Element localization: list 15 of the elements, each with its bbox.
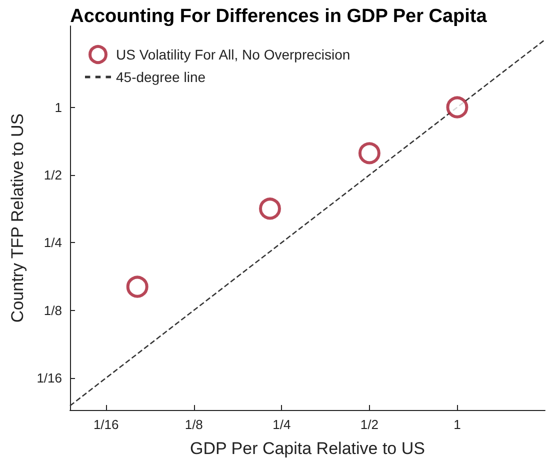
chart-title: Accounting For Differences in GDP Per Capita	[70, 6, 488, 27]
y-tick-label: 1/4	[44, 235, 62, 250]
x-tick-label: 1/4	[272, 417, 291, 432]
legend-label: 45-degree line	[116, 69, 206, 85]
x-tick-label: 1/2	[360, 417, 378, 432]
x-axis-title: GDP Per Capita Relative to US	[190, 439, 425, 458]
y-tick-label: 1	[54, 100, 62, 115]
y-tick-label: 1/16	[36, 370, 62, 386]
x-tick-label: 1/8	[184, 417, 203, 432]
y-tick-label: 1/2	[44, 167, 62, 182]
x-tick-label: 1	[454, 417, 461, 432]
y-axis-title: Country TFP Relative to US	[8, 113, 27, 323]
y-tick-label: 1/8	[44, 302, 62, 318]
x-tick-label: 1/16	[93, 417, 119, 432]
legend-label: US Volatility For All, No Overprecision	[116, 46, 350, 62]
